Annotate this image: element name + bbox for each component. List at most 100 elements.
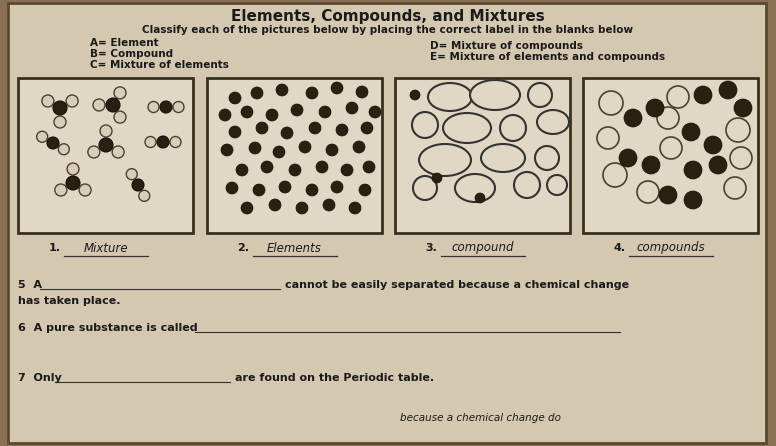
Circle shape [724,177,746,199]
Text: Elements, Compounds, and Mixtures: Elements, Compounds, and Mixtures [231,8,545,24]
Circle shape [42,95,54,107]
Ellipse shape [443,113,491,143]
Circle shape [67,163,79,175]
Circle shape [266,109,278,121]
FancyBboxPatch shape [8,3,766,443]
Circle shape [413,176,437,200]
Text: 2.: 2. [237,243,250,253]
Text: compound: compound [452,241,514,255]
Circle shape [659,186,677,204]
Circle shape [58,144,69,155]
Circle shape [363,161,375,173]
Circle shape [160,101,172,113]
Circle shape [249,142,261,154]
Ellipse shape [455,174,495,202]
Circle shape [704,136,722,154]
Text: 7  Only: 7 Only [18,373,62,383]
Circle shape [361,122,373,134]
Ellipse shape [419,144,471,176]
Circle shape [657,107,679,129]
Circle shape [269,199,281,211]
Circle shape [323,199,335,211]
Circle shape [528,83,552,107]
Circle shape [66,95,78,107]
Circle shape [331,82,343,94]
Circle shape [54,116,66,128]
Ellipse shape [470,80,520,110]
Circle shape [646,99,664,117]
Circle shape [514,172,540,198]
Circle shape [682,123,700,141]
Circle shape [126,169,137,180]
Text: has taken place.: has taken place. [18,296,120,306]
Circle shape [306,87,318,99]
Circle shape [642,156,660,174]
Circle shape [684,191,702,209]
Circle shape [369,106,381,118]
Circle shape [145,136,156,148]
Ellipse shape [428,83,472,111]
Circle shape [353,141,365,153]
Circle shape [432,173,442,183]
Circle shape [535,146,559,170]
Circle shape [112,146,124,158]
Circle shape [730,147,752,169]
Text: 5  A: 5 A [18,280,42,290]
Circle shape [349,202,361,214]
Circle shape [79,184,91,196]
Circle shape [359,184,371,196]
Circle shape [475,193,485,203]
Text: 4.: 4. [613,243,625,253]
Text: compounds: compounds [636,241,705,255]
FancyBboxPatch shape [207,78,382,233]
Circle shape [299,141,311,153]
Circle shape [599,91,623,115]
Circle shape [229,92,241,104]
Circle shape [221,144,233,156]
Circle shape [296,202,308,214]
Circle shape [53,101,67,115]
Circle shape [261,161,273,173]
Circle shape [281,127,293,139]
Circle shape [114,111,126,123]
Circle shape [273,146,285,158]
Circle shape [331,181,343,193]
Circle shape [624,109,642,127]
Circle shape [547,175,567,195]
Circle shape [253,184,265,196]
Circle shape [226,182,238,194]
Circle shape [336,124,348,136]
Circle shape [346,102,358,114]
Circle shape [229,126,241,138]
Circle shape [619,149,637,167]
Circle shape [667,86,689,108]
Circle shape [319,106,331,118]
Circle shape [719,81,737,99]
Circle shape [316,161,328,173]
Circle shape [148,102,159,112]
Circle shape [341,164,353,176]
Circle shape [412,112,438,138]
Circle shape [726,118,750,142]
Circle shape [219,109,231,121]
Circle shape [88,146,100,158]
Circle shape [236,164,248,176]
Text: Classify each of the pictures below by placing the correct label in the blanks b: Classify each of the pictures below by p… [143,25,633,35]
Circle shape [276,84,288,96]
Circle shape [99,138,113,152]
Circle shape [694,86,712,104]
Text: 3.: 3. [425,243,438,253]
Circle shape [709,156,727,174]
Circle shape [66,176,80,190]
Circle shape [173,102,184,112]
Text: Mixture: Mixture [83,241,128,255]
Text: 1.: 1. [48,243,61,253]
Text: E= Mixture of elements and compounds: E= Mixture of elements and compounds [430,52,665,62]
Circle shape [106,98,120,112]
Text: B= Compound: B= Compound [90,49,173,59]
Circle shape [139,190,150,201]
Text: because a chemical change do: because a chemical change do [400,413,561,423]
Text: C= Mixture of elements: C= Mixture of elements [90,60,229,70]
Text: 6  A pure substance is called: 6 A pure substance is called [18,323,198,333]
Circle shape [603,163,627,187]
